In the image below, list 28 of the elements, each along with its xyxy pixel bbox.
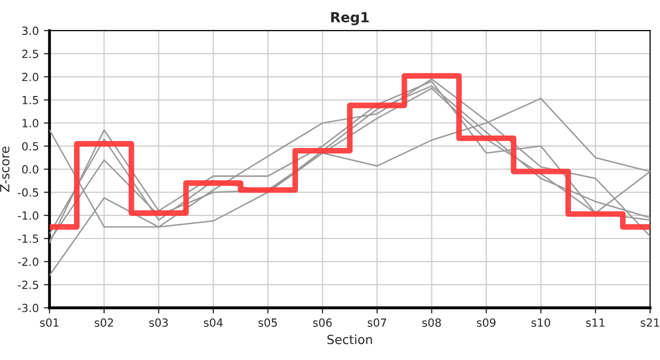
y-tick-label: 1.5 <box>22 96 38 104</box>
x-tick-label: s11 <box>586 318 604 327</box>
y-tick-label: -1.5 <box>18 234 38 243</box>
x-tick-label: s08 <box>422 318 441 327</box>
x-tick-label: s01 <box>40 318 58 327</box>
chart-title: Reg1 <box>331 12 369 26</box>
x-tick-label: s10 <box>532 318 550 327</box>
x-tick-label: s04 <box>204 318 223 327</box>
x-axis-title: Section <box>327 334 372 344</box>
y-tick-label: 0.0 <box>22 165 38 174</box>
y-tick-label: 3.0 <box>22 26 38 35</box>
y-axis-title: Z-score <box>0 146 10 192</box>
y-tick-label: 1.0 <box>22 118 38 128</box>
x-tick-label: s03 <box>149 318 168 327</box>
y-tick-label: -3.0 <box>18 304 38 312</box>
x-tick-label: s05 <box>258 318 277 327</box>
x-tick-label: s06 <box>313 318 332 327</box>
x-tick-label: s07 <box>368 318 386 327</box>
y-tick-label: 2.5 <box>22 50 38 58</box>
y-tick-label: -0.5 <box>18 188 38 197</box>
y-tick-label: 0.5 <box>22 142 38 150</box>
y-tick-label: 2.0 <box>22 72 38 82</box>
x-tick-label: s02 <box>94 318 113 327</box>
x-tick-label: s09 <box>476 318 496 327</box>
x-tick-label: s21 <box>640 318 660 327</box>
y-tick-label: -2.0 <box>18 258 38 266</box>
y-tick-label: -1.0 <box>18 211 38 220</box>
y-tick-label: -2.5 <box>18 280 38 290</box>
